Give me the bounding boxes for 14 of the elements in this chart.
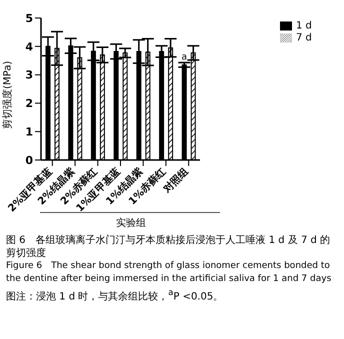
y-tick-label: 5 xyxy=(25,12,33,25)
legend-label: 1 d xyxy=(296,20,312,32)
annotation: a xyxy=(182,52,188,63)
y-tick-label: 4 xyxy=(25,40,34,54)
text: 实验组 xyxy=(114,216,147,230)
y-tick-label: 3 xyxy=(25,68,33,82)
y-tick-label: 2 xyxy=(25,97,33,110)
y-tick-label: 0 xyxy=(25,154,34,167)
y-axis-title: 剪切强度(MPa) xyxy=(2,60,14,129)
text: 图注：浸泡 1 d 时，与其余组比较，$^{a}$P <0.05。 xyxy=(6,286,224,304)
legend-label: 7 d xyxy=(296,32,312,44)
text: Figure 6 The shear bond strength of glass ionomer cements bonded to the dentine after being immersed in the artificial saliva for 1 and 7 days xyxy=(6,260,332,286)
y-tick-label: 1 xyxy=(25,126,33,139)
text: 图 6 各组玻璃离子水门汀与牙本质粘接后浸泡于人工唾液 1 d 及 7 d 的剪切强度 xyxy=(6,234,332,260)
